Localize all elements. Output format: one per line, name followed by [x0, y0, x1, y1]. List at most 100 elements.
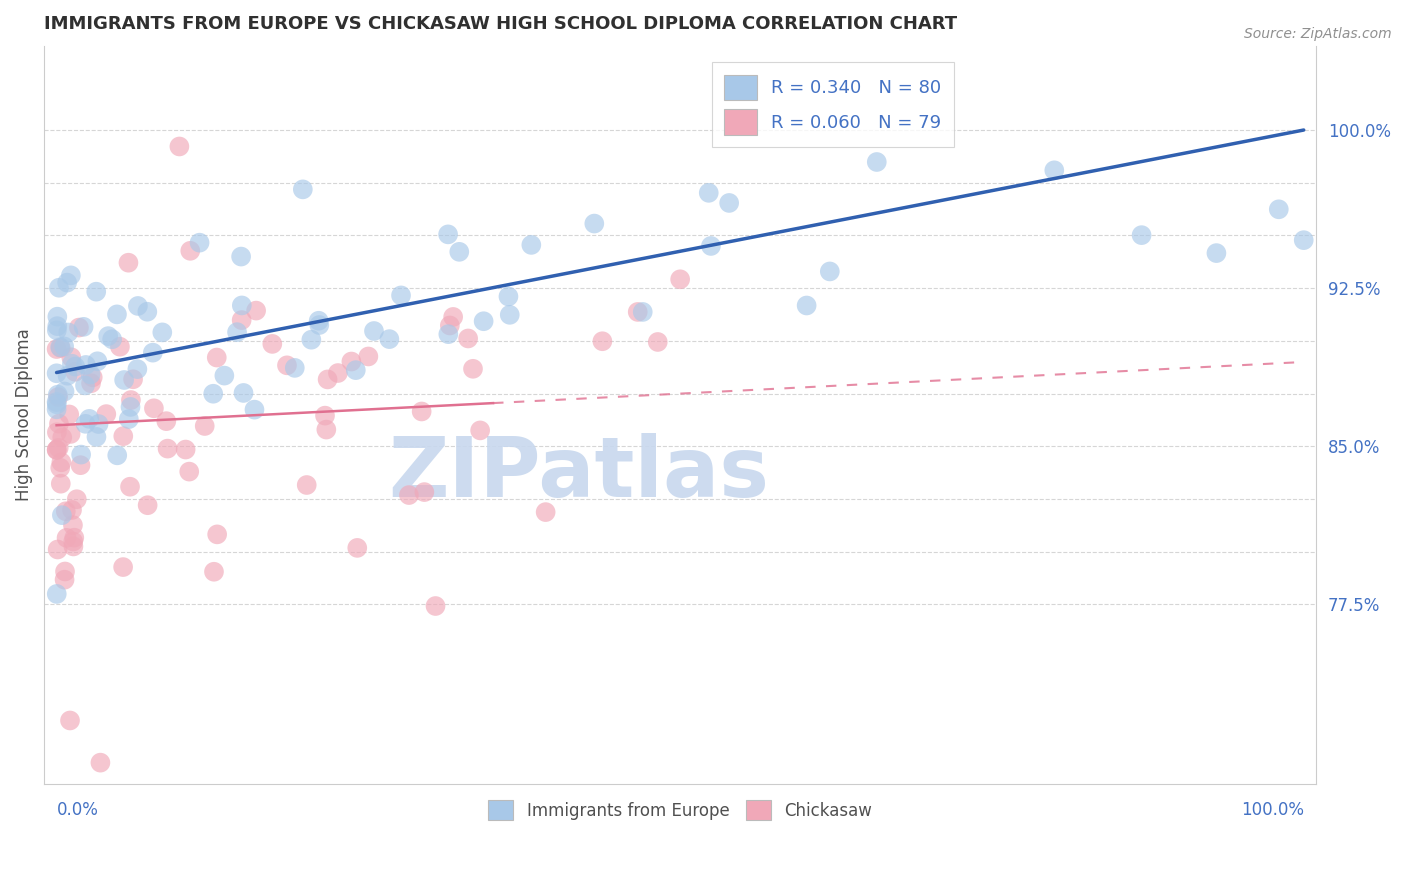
Point: [84, 285, 107, 299]
Point: [262, 337, 284, 351]
Point: [205, 351, 228, 365]
Point: [69, 458, 91, 473]
Point: [62, 540, 84, 554]
Point: [49, 460, 72, 475]
Point: [118, 412, 141, 426]
Point: [86, 430, 108, 444]
Point: [155, 414, 177, 428]
Point: [105, 307, 128, 321]
Point: [51, 508, 73, 523]
Point: [194, 419, 217, 434]
Point: [73, 378, 96, 392]
Point: [58, 326, 80, 340]
Point: [56, 368, 79, 383]
Point: [647, 334, 669, 349]
Point: [49, 340, 72, 354]
Point: [51, 430, 73, 444]
Point: [344, 363, 367, 377]
Point: [308, 318, 330, 332]
Point: [231, 313, 253, 327]
Point: [174, 442, 197, 457]
Point: [470, 424, 492, 438]
Point: [53, 339, 76, 353]
Point: [627, 305, 650, 319]
Point: [67, 320, 90, 334]
Point: [45, 366, 67, 380]
Point: [56, 276, 79, 290]
Point: [411, 404, 433, 418]
Point: [697, 186, 720, 200]
Point: [316, 372, 339, 386]
Point: [63, 359, 86, 374]
Point: [291, 182, 314, 196]
Legend: Immigrants from Europe, Chickasaw: Immigrants from Europe, Chickasaw: [481, 793, 879, 827]
Point: [169, 139, 191, 153]
Y-axis label: High School Diploma: High School Diploma: [15, 328, 32, 501]
Point: [86, 354, 108, 368]
Point: [49, 476, 72, 491]
Point: [245, 303, 267, 318]
Point: [214, 368, 236, 383]
Point: [669, 272, 692, 286]
Point: [46, 542, 69, 557]
Point: [202, 386, 225, 401]
Point: [439, 318, 461, 333]
Point: [866, 155, 889, 169]
Point: [63, 365, 86, 379]
Point: [299, 333, 322, 347]
Point: [63, 531, 86, 545]
Point: [46, 390, 69, 404]
Point: [45, 342, 67, 356]
Point: [389, 288, 412, 302]
Point: [308, 314, 330, 328]
Text: ZIPatlas: ZIPatlas: [388, 434, 769, 515]
Point: [1292, 233, 1315, 247]
Point: [226, 325, 249, 339]
Text: 0.0%: 0.0%: [56, 801, 98, 819]
Point: [127, 299, 149, 313]
Point: [229, 250, 252, 264]
Point: [53, 565, 76, 579]
Point: [101, 332, 124, 346]
Point: [295, 478, 318, 492]
Point: [449, 244, 471, 259]
Point: [232, 386, 254, 401]
Point: [534, 505, 557, 519]
Point: [45, 425, 67, 440]
Point: [45, 323, 67, 337]
Point: [520, 238, 543, 252]
Point: [413, 485, 436, 500]
Point: [122, 372, 145, 386]
Point: [60, 351, 83, 365]
Point: [58, 408, 80, 422]
Point: [108, 340, 131, 354]
Point: [51, 455, 73, 469]
Point: [89, 756, 111, 770]
Point: [59, 268, 82, 283]
Point: [378, 332, 401, 346]
Point: [120, 400, 142, 414]
Point: [96, 407, 118, 421]
Point: [314, 409, 336, 423]
Point: [75, 358, 97, 372]
Point: [1268, 202, 1291, 217]
Point: [441, 310, 464, 324]
Point: [437, 327, 460, 342]
Point: [80, 376, 103, 391]
Point: [357, 350, 380, 364]
Point: [82, 370, 104, 384]
Point: [179, 465, 201, 479]
Point: [1130, 228, 1153, 243]
Point: [340, 354, 363, 368]
Text: IMMIGRANTS FROM EUROPE VS CHICKASAW HIGH SCHOOL DIPLOMA CORRELATION CHART: IMMIGRANTS FROM EUROPE VS CHICKASAW HIGH…: [44, 15, 957, 33]
Point: [1205, 246, 1227, 260]
Point: [591, 334, 613, 349]
Point: [346, 541, 368, 555]
Point: [48, 417, 70, 431]
Point: [75, 417, 97, 431]
Point: [818, 264, 841, 278]
Point: [796, 298, 818, 312]
Point: [127, 362, 149, 376]
Point: [62, 534, 84, 549]
Point: [120, 392, 142, 407]
